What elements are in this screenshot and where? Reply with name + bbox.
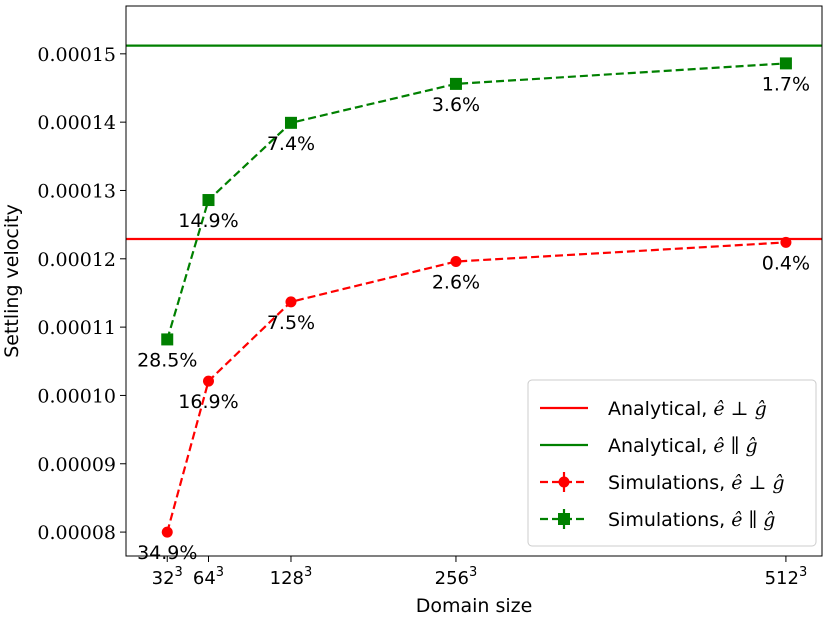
series-1-label-3: 7.5% — [267, 312, 315, 334]
legend-box — [527, 379, 817, 547]
legend-entry-3: Simulations, ê ⊥ ĝ — [608, 472, 785, 494]
y-tick-label-7: 0.00014 — [37, 112, 116, 134]
y-tick-label-1: 0.00008 — [37, 522, 116, 544]
series-2-point-3 — [284, 116, 297, 129]
x-axis-label: Domain size — [416, 595, 533, 617]
series-1-label-4: 2.6% — [432, 272, 480, 294]
series-2-label-2: 14.9% — [178, 210, 238, 232]
series-1-point-1 — [161, 526, 173, 538]
series-1-point-5 — [780, 236, 792, 248]
series-2-label-1: 28.5% — [137, 349, 197, 371]
x-tick-label-3: 1283 — [270, 565, 313, 589]
y-tick-label-6: 0.00013 — [37, 180, 116, 202]
y-tick-label-2: 0.00009 — [37, 454, 116, 476]
series-2-label-5: 1.7% — [762, 73, 810, 95]
legend-entry-1: Analytical, ê ⊥ ĝ — [608, 398, 767, 420]
x-tick-label-4: 2563 — [435, 565, 478, 589]
plot-frame — [125, 5, 823, 557]
series-2-point-2 — [202, 194, 215, 207]
series-1-point-2 — [202, 375, 214, 387]
y-tick-label-5: 0.00012 — [37, 249, 116, 271]
x-tick-label-1: 323 — [152, 565, 183, 589]
y-tick-label-4: 0.00011 — [37, 317, 116, 339]
series-2-label-4: 3.6% — [432, 94, 480, 116]
series-2-point-5 — [779, 57, 792, 70]
series-2-point-4 — [449, 77, 462, 90]
legend: Analytical, ê ⊥ ĝ Analytical, ê ∥ ĝ Simula… — [527, 379, 817, 547]
series-1-point-3 — [285, 296, 297, 308]
legend-marker-4 — [558, 513, 570, 525]
x-tick-label-5: 5123 — [765, 565, 808, 589]
series-1-label-1: 34.9% — [137, 542, 197, 564]
y-tick-label-8: 0.00015 — [37, 44, 116, 66]
series-1-point-4 — [450, 256, 462, 268]
legend-marker-3 — [558, 476, 570, 488]
x-tick-label-2: 643 — [193, 565, 224, 589]
series-2-label-3: 7.4% — [267, 133, 315, 155]
legend-entry-4: Simulations, ê ∥ ĝ — [608, 509, 775, 531]
y-tick-label-3: 0.00010 — [37, 385, 116, 407]
series-1-label-2: 16.9% — [178, 391, 238, 413]
legend-entry-2: Analytical, ê ∥ ĝ — [608, 435, 758, 457]
series-2-point-1 — [161, 333, 174, 346]
series-1-label-5: 0.4% — [762, 252, 810, 274]
y-axis-label: Settling velocity — [1, 204, 23, 358]
